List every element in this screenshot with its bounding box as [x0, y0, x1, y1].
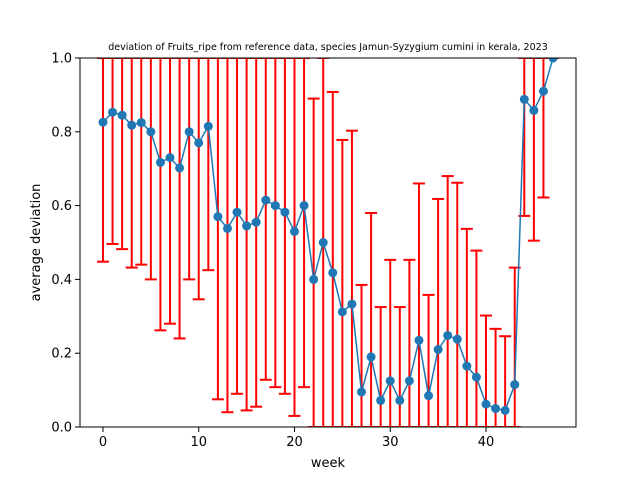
data-point: [424, 391, 434, 401]
data-point: [299, 201, 309, 211]
data-point: [548, 58, 558, 63]
x-tick-label: 30: [382, 435, 399, 450]
data-point: [357, 387, 367, 397]
data-point: [127, 120, 137, 130]
data-point: [414, 335, 424, 345]
data-point: [538, 86, 548, 96]
data-point: [184, 127, 194, 137]
data-point: [203, 121, 213, 131]
x-tick-label: 0: [99, 435, 107, 450]
data-point: [433, 345, 443, 355]
data-point: [261, 195, 271, 205]
x-tick-label: 40: [478, 435, 495, 450]
data-point: [510, 380, 520, 390]
y-axis-label: average deviation: [29, 184, 44, 302]
data-point: [471, 372, 481, 382]
data-point: [337, 307, 347, 317]
x-axis-ticks: 0 10 20 30 40: [99, 427, 494, 450]
data-point: [395, 395, 405, 405]
data-point: [366, 352, 376, 362]
data-point: [385, 376, 395, 386]
y-tick-label: 0.2: [51, 347, 72, 362]
data-point: [328, 268, 338, 278]
data-point: [136, 118, 146, 128]
data-point: [443, 330, 453, 340]
x-tick-label: 20: [286, 435, 303, 450]
data-point: [491, 404, 501, 414]
data-point: [270, 201, 280, 211]
data-point: [155, 157, 165, 167]
data-point: [165, 153, 175, 163]
chart-title: deviation of Fruits_ripe from reference …: [108, 42, 548, 53]
data-point: [117, 110, 127, 120]
data-point: [146, 127, 156, 137]
data-point: [481, 399, 491, 409]
plot-area-frame: [79, 57, 577, 428]
data-point: [462, 361, 472, 371]
data-point: [251, 217, 261, 227]
error-bars: [96, 58, 560, 427]
data-point: [175, 163, 185, 173]
data-point: [318, 238, 328, 247]
y-axis-ticks: 0.0 0.2 0.4 0.6 0.8 1.0: [51, 52, 80, 436]
y-tick-label: 0.8: [51, 125, 72, 140]
data-point: [98, 117, 108, 127]
data-point: [242, 221, 252, 231]
data-point: [500, 405, 510, 415]
data-point: [347, 299, 357, 309]
data-point: [519, 94, 529, 104]
x-axis-label: week: [311, 456, 346, 471]
data-point: [213, 212, 223, 222]
data-point: [404, 376, 414, 386]
y-tick-label: 0.0: [51, 421, 72, 436]
x-tick-label: 10: [190, 435, 207, 450]
data-point: [232, 207, 242, 217]
data-point: [222, 223, 232, 233]
y-tick-label: 1.0: [51, 52, 72, 67]
data-point: [289, 226, 299, 236]
data-point: [452, 334, 462, 344]
data-point: [108, 107, 118, 117]
data-point: [309, 274, 319, 284]
data-point: [194, 138, 204, 148]
y-tick-label: 0.6: [51, 199, 72, 214]
data-point: [376, 395, 386, 405]
data-series: [98, 58, 558, 415]
y-tick-label: 0.4: [51, 273, 72, 288]
data-point: [529, 105, 539, 115]
data-point: [280, 207, 290, 217]
